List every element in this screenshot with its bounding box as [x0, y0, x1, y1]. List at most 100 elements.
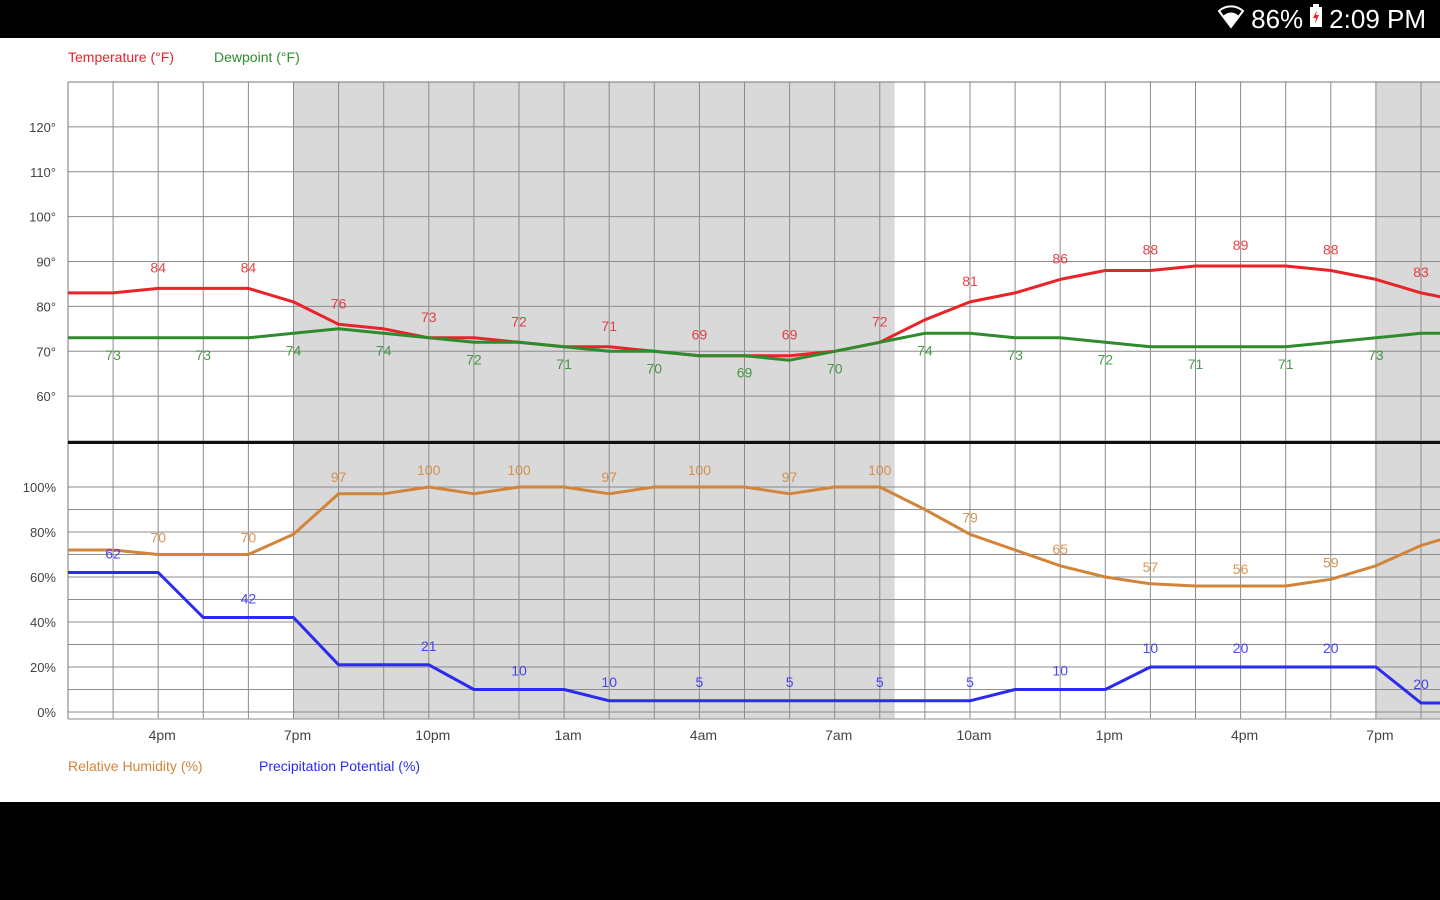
data-label: 72: [872, 313, 888, 329]
battery-percent: 86%: [1251, 3, 1304, 34]
x-tick-label: 1am: [554, 727, 581, 743]
data-label: 100: [507, 462, 531, 478]
x-tick-label: 1pm: [1096, 727, 1123, 743]
y-tick-label-top: 80°: [36, 299, 56, 314]
data-label: 65: [1052, 541, 1068, 557]
night-shade-0: [293, 82, 895, 719]
y-tick-label-top: 110°: [30, 165, 56, 180]
x-tick-label: 7pm: [1366, 727, 1393, 743]
data-label: 73: [421, 309, 437, 325]
data-label: 5: [966, 674, 974, 690]
x-tick-label: 7pm: [284, 727, 311, 743]
x-tick-label: 4pm: [1231, 727, 1258, 743]
data-label: 20: [1323, 640, 1339, 656]
wifi-icon: [1217, 3, 1245, 36]
data-label: 74: [376, 342, 392, 358]
data-label: 100: [688, 462, 712, 478]
data-label: 88: [1323, 241, 1339, 257]
y-tick-label-top: 120°: [29, 120, 56, 135]
data-label: 42: [241, 591, 257, 607]
data-label: 10: [1143, 640, 1159, 656]
data-label: 70: [241, 530, 257, 546]
x-tick-label: 7am: [825, 727, 852, 743]
data-label: 5: [696, 674, 704, 690]
data-label: 70: [647, 360, 663, 376]
x-tick-label: 10am: [956, 727, 991, 743]
data-label: 73: [1368, 347, 1384, 363]
y-tick-label-bottom: 60%: [30, 570, 56, 585]
data-label: 89: [1233, 237, 1249, 253]
data-label: 69: [692, 327, 708, 343]
data-label: 20: [1413, 676, 1429, 692]
data-label: 72: [1098, 351, 1114, 367]
data-label: 84: [241, 259, 257, 275]
data-label: 73: [105, 347, 121, 363]
data-label: 71: [556, 356, 572, 372]
data-label: 69: [737, 365, 753, 381]
data-label: 21: [421, 638, 437, 654]
data-label: 83: [1413, 264, 1429, 280]
status-bar-right: 86% 2:09 PM: [1217, 3, 1426, 36]
data-label: 71: [1278, 356, 1294, 372]
data-label: 56: [1233, 561, 1249, 577]
data-label: 70: [150, 530, 166, 546]
y-tick-label-bottom: 100%: [23, 480, 57, 495]
data-label: 10: [511, 663, 527, 679]
chart-panel: 60° 70° 80° 90° 100° 110° 120° 0% 20% 40% 60% 80% 10…: [0, 38, 1440, 802]
legend-humidity: Relative Humidity (%): [68, 758, 203, 774]
data-label: 73: [1007, 347, 1023, 363]
legend-dewpoint: Dewpoint (°F): [214, 49, 300, 65]
y-tick-label-bottom: 20%: [30, 660, 56, 675]
y-tick-label-top: 100°: [29, 210, 56, 225]
data-label: 84: [150, 259, 166, 275]
data-label: 59: [1323, 554, 1339, 570]
data-label: 88: [1143, 241, 1159, 257]
legend-temperature: Temperature (°F): [68, 49, 174, 65]
data-label: 86: [1052, 250, 1068, 266]
data-label: 73: [196, 347, 212, 363]
y-tick-label-bottom: 80%: [30, 525, 56, 540]
y-tick-label-top: 70°: [36, 344, 56, 359]
data-label: 97: [601, 469, 617, 485]
data-label: 10: [601, 674, 617, 690]
series-line-precipitation: [68, 571, 1440, 705]
x-tick-label: 10pm: [415, 727, 450, 743]
data-label: 72: [466, 351, 482, 367]
night-shade-1: [1375, 82, 1440, 719]
data-label: 97: [331, 469, 347, 485]
y-tick-label-bottom: 0%: [37, 705, 56, 720]
y-tick-label-bottom: 40%: [30, 615, 56, 630]
series-line-humidity: [68, 485, 1440, 588]
x-tick-label: 4pm: [149, 727, 176, 743]
data-label: 74: [286, 342, 302, 358]
y-tick-label-top: 90°: [36, 255, 56, 270]
series-line-dewpoint: [68, 327, 1440, 362]
y-tick-label-top: 60°: [36, 389, 56, 404]
forecast-chart: 60° 70° 80° 90° 100° 110° 120° 0% 20% 40% 60% 80% 10…: [23, 49, 1440, 774]
data-label: 70: [827, 360, 843, 376]
data-label: 62: [105, 546, 121, 562]
data-label: 5: [876, 674, 884, 690]
x-tick-label: 4am: [690, 727, 717, 743]
data-label: 74: [917, 342, 933, 358]
data-label: 10: [1052, 663, 1068, 679]
clock: 2:09 PM: [1329, 3, 1426, 34]
data-label: 72: [511, 313, 527, 329]
data-label: 79: [962, 509, 978, 525]
battery-icon: [1309, 3, 1323, 35]
data-label: 5: [786, 674, 794, 690]
data-label: 71: [1188, 356, 1204, 372]
data-label: 57: [1143, 559, 1159, 575]
data-label: 76: [331, 295, 347, 311]
data-label: 69: [782, 327, 798, 343]
bottom-bar: [0, 802, 1440, 900]
data-label: 81: [962, 273, 978, 289]
data-label: 100: [868, 462, 892, 478]
data-label: 71: [601, 318, 617, 334]
data-label: 100: [417, 462, 441, 478]
data-label: 97: [782, 469, 798, 485]
data-label: 20: [1233, 640, 1249, 656]
status-bar: 86% 2:09 PM: [0, 0, 1440, 38]
series-line-temperature: [68, 264, 1440, 358]
legend-precipitation: Precipitation Potential (%): [259, 758, 420, 774]
